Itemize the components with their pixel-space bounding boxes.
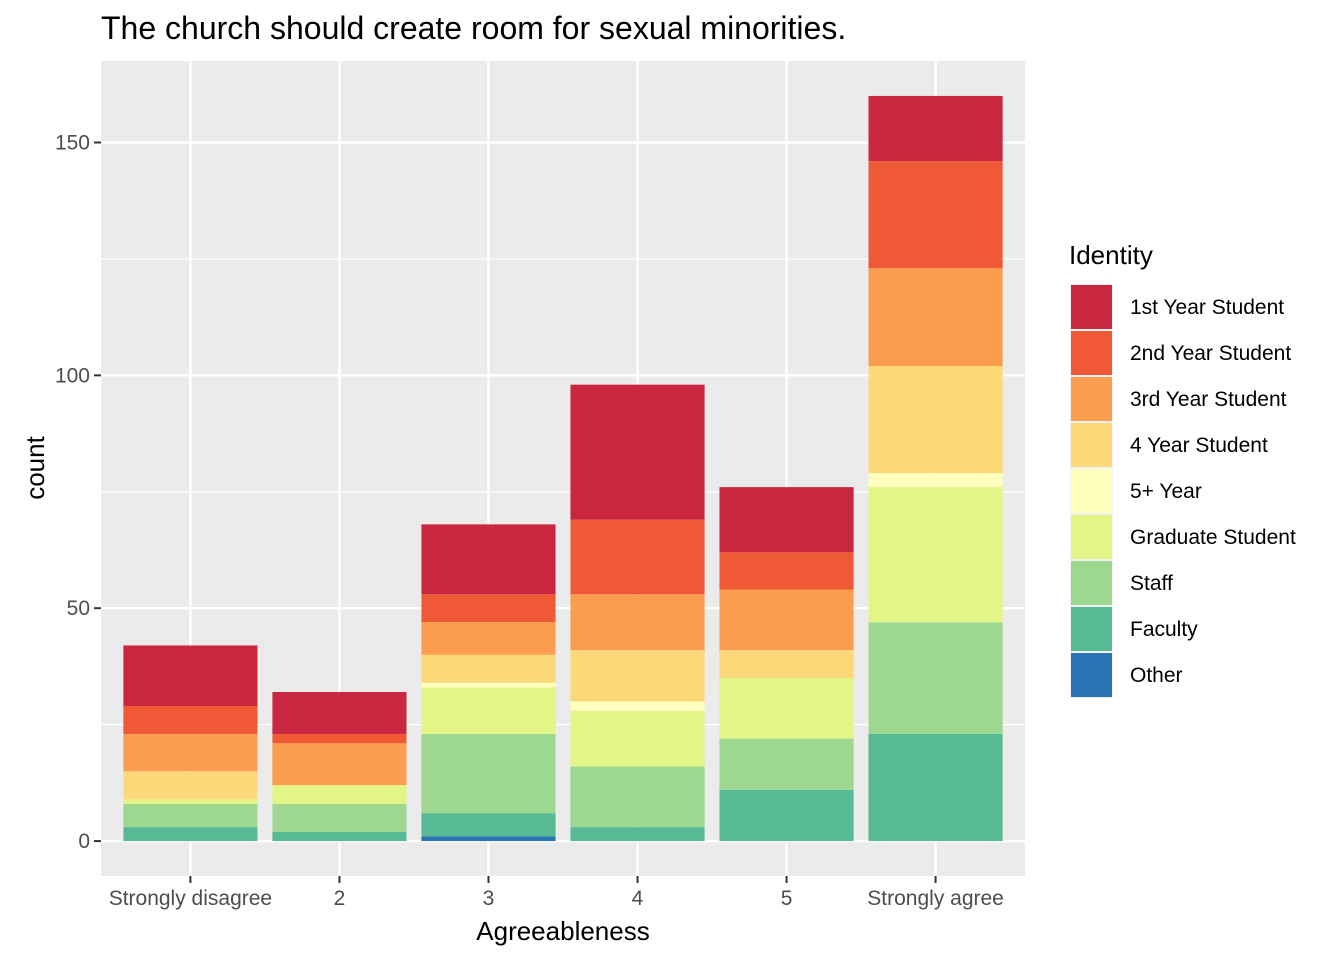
- bar-segment: [421, 687, 556, 734]
- bar-segment: [570, 650, 705, 702]
- x-tick-label: 4: [632, 887, 644, 910]
- bar-segment: [421, 622, 556, 655]
- bar-segment: [421, 813, 556, 837]
- bar-segment: [570, 827, 705, 842]
- bar-segment: [570, 384, 705, 520]
- bar-segment: [868, 622, 1003, 734]
- bar-segment: [123, 706, 258, 734]
- bars: [123, 95, 1003, 842]
- legend-label: 3rd Year Student: [1130, 388, 1287, 411]
- legend-label: 2nd Year Student: [1130, 342, 1291, 365]
- bar-segment: [719, 650, 854, 679]
- bar-segment: [421, 682, 556, 688]
- bar-segment: [272, 733, 407, 744]
- y-axis-title: count: [20, 435, 50, 499]
- y-tick-label: 150: [55, 132, 90, 155]
- x-tick-label: Strongly disagree: [109, 887, 272, 910]
- legend-label: Graduate Student: [1130, 526, 1296, 549]
- legend-label: 5+ Year: [1130, 480, 1202, 503]
- bar-segment: [272, 692, 407, 734]
- legend: Identity 1st Year Student 2nd Year Studen…: [1069, 240, 1296, 698]
- bar-segment: [868, 733, 1003, 842]
- bar-segment: [123, 803, 258, 828]
- legend-label: Staff: [1130, 572, 1173, 595]
- legend-label: Other: [1130, 664, 1183, 687]
- bar-segment: [123, 645, 258, 707]
- x-tick-label: 3: [483, 887, 495, 910]
- bar-segment: [868, 487, 1003, 623]
- bar-segment: [272, 831, 407, 842]
- bar-segment: [421, 836, 556, 842]
- legend-label: Faculty: [1130, 618, 1198, 641]
- bar-segment: [272, 803, 407, 832]
- chart-title: The church should create room for sexual…: [101, 10, 846, 46]
- bar-segment: [868, 366, 1003, 474]
- y-tick-label: 0: [78, 830, 90, 853]
- bar-segment: [123, 827, 258, 842]
- x-tick-label: 2: [334, 887, 346, 910]
- legend-key: [1071, 285, 1112, 329]
- bar-segment: [272, 785, 407, 804]
- bar-segment: [719, 789, 854, 842]
- legend-key: [1071, 469, 1112, 513]
- bar-segment: [868, 161, 1003, 269]
- bar-segment: [719, 552, 854, 590]
- bar-segment: [421, 654, 556, 683]
- bar-segment: [123, 771, 258, 800]
- legend-key: [1071, 515, 1112, 559]
- legend-key: [1071, 331, 1112, 375]
- legend-title: Identity: [1069, 240, 1153, 270]
- x-tick-label: 5: [781, 887, 793, 910]
- bar-segment: [570, 710, 705, 767]
- legend-label: 1st Year Student: [1130, 296, 1284, 319]
- bar-segment: [421, 524, 556, 595]
- legend-key: [1071, 423, 1112, 467]
- legend-key: [1071, 607, 1112, 651]
- x-axis-title: Agreeableness: [476, 916, 649, 946]
- bar-segment: [421, 733, 556, 814]
- y-tick-label: 50: [67, 597, 90, 620]
- bar-segment: [272, 743, 407, 786]
- bar-segment: [570, 766, 705, 828]
- bar-segment: [719, 738, 854, 790]
- bar-segment: [570, 519, 705, 595]
- bar-segment: [570, 701, 705, 711]
- bar-segment: [421, 594, 556, 623]
- legend-key: [1071, 653, 1112, 697]
- bar-segment: [570, 594, 705, 651]
- y-tick-label: 100: [55, 364, 90, 387]
- bar-segment: [123, 799, 258, 804]
- bar-segment: [719, 678, 854, 739]
- bar-segment: [123, 733, 258, 772]
- bar-segment: [868, 268, 1003, 367]
- bar-segment: [868, 473, 1003, 488]
- bar-segment: [719, 487, 854, 553]
- bar-segment: [719, 589, 854, 651]
- bar-segment: [868, 95, 1003, 162]
- legend-key: [1071, 377, 1112, 421]
- x-tick-label: Strongly agree: [867, 887, 1004, 910]
- legend-key: [1071, 561, 1112, 605]
- legend-label: 4 Year Student: [1130, 434, 1268, 457]
- axes: 0 50 100 150 Strongly disagree 2 3 4 5 Strongly a…: [55, 132, 1004, 911]
